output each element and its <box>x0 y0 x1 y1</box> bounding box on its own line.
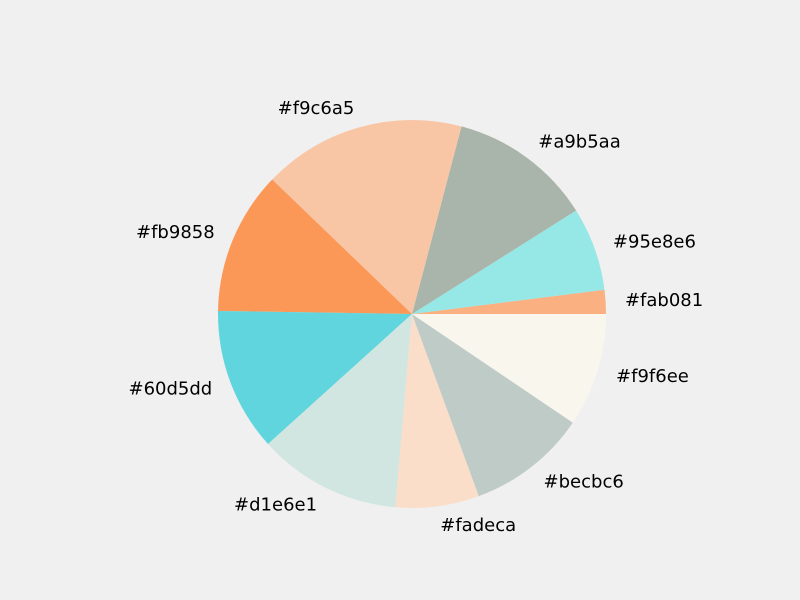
pie-slices <box>217 120 606 508</box>
pie-slice <box>412 314 606 423</box>
slice-label: #95e8e6 <box>613 232 696 253</box>
slice-label: #60d5dd <box>129 379 213 400</box>
pie-labels: #fab081 #95e8e6 #a9b5aa #f9c6a5 #fb9858 #60d5… <box>129 98 704 536</box>
pie-slice <box>218 179 412 314</box>
pie-slice <box>217 310 412 445</box>
slice-label: #fb9858 <box>136 222 215 243</box>
pie-slice <box>395 314 479 508</box>
slice-label: #fadeca <box>440 515 516 536</box>
pie-slice <box>268 314 412 508</box>
slice-label: #d1e6e1 <box>234 495 317 516</box>
slice-label: #f9c6a5 <box>278 98 355 119</box>
pie-slice <box>412 126 577 314</box>
pie-slice <box>272 120 462 314</box>
pie-slice <box>412 289 606 314</box>
slice-label: #fab081 <box>625 290 703 311</box>
slice-label: #becbc6 <box>544 472 624 493</box>
pie-slice <box>412 210 605 314</box>
slice-label: #a9b5aa <box>538 131 621 152</box>
slice-label: #f9f6ee <box>616 366 689 387</box>
pie-slice <box>412 314 573 497</box>
